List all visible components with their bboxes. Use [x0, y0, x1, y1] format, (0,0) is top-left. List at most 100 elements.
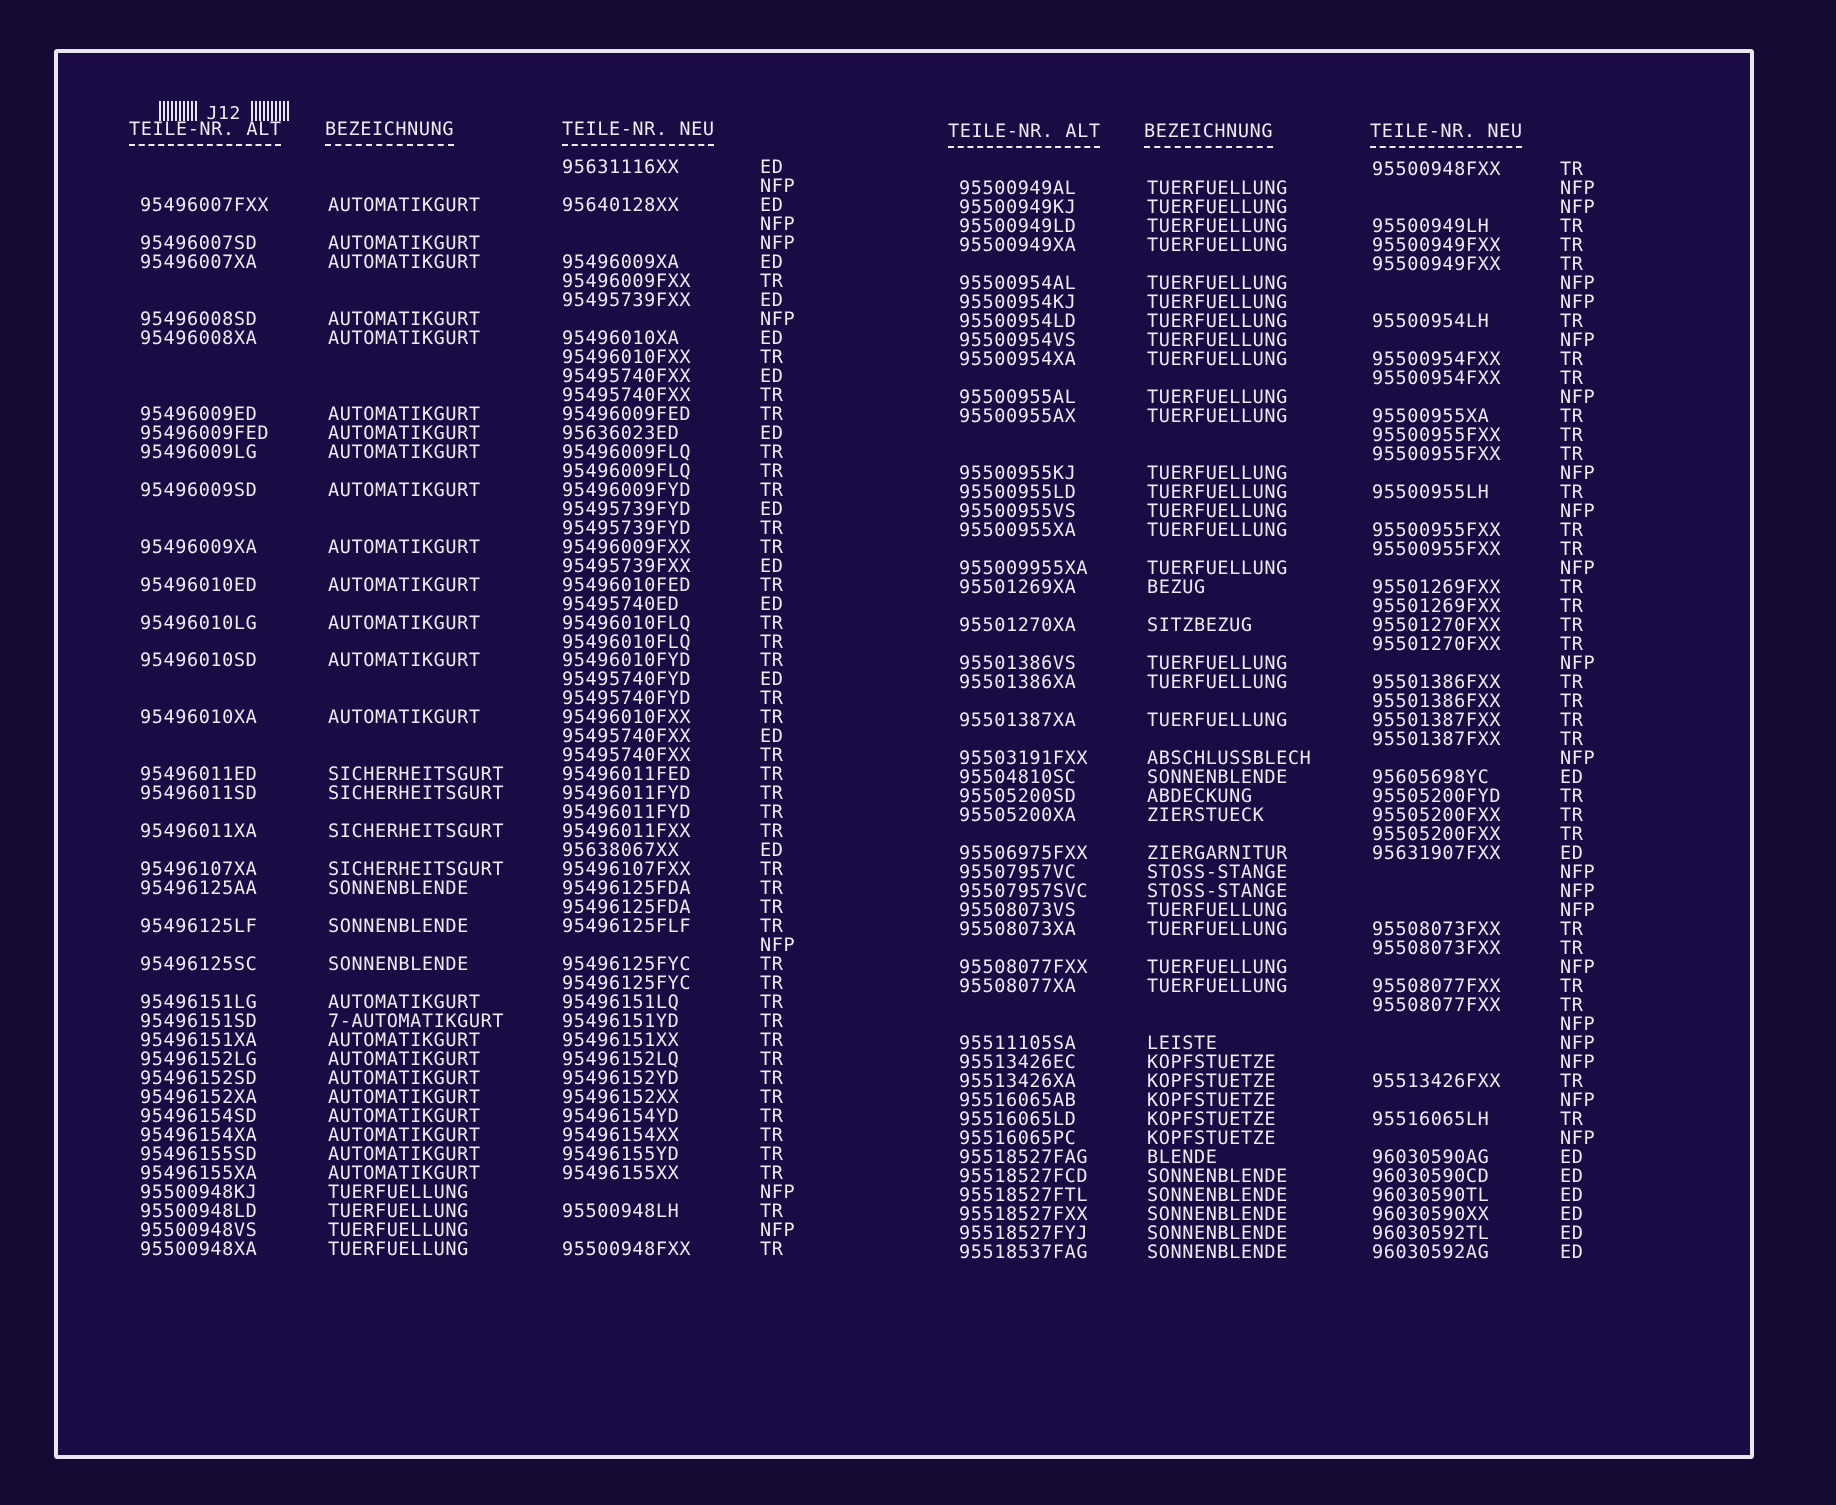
new-part-number: 95505200FYD [1372, 786, 1502, 807]
old-part-number: 95496009SD [140, 479, 258, 501]
status-code: TR [760, 1124, 784, 1146]
description: ABSCHLUSSBLECH [1147, 748, 1312, 769]
old-part-number: 95496154SD [140, 1106, 258, 1127]
page-label: J12 [206, 103, 241, 124]
status-code: TR [760, 916, 784, 938]
status-code: TR [760, 441, 784, 463]
old-part-number: 95500954XA [959, 349, 1077, 370]
status-code: ED [760, 593, 784, 615]
status-code: TR [760, 973, 784, 995]
status-code: ED [760, 289, 784, 311]
new-part-number: 95496011FED [562, 764, 692, 786]
description: AUTOMATIKGURT [328, 232, 481, 254]
old-part-number: 95500949XA [959, 235, 1077, 256]
status-code: TR [1560, 710, 1584, 731]
old-part-number: 95496007SD [140, 232, 258, 254]
new-part-number: 95496010XA [562, 327, 680, 349]
status-code: NFP [1560, 387, 1596, 408]
status-code: NFP [1560, 1128, 1596, 1149]
old-part-number: 95518527FAG [959, 1147, 1089, 1168]
status-code: TR [760, 688, 784, 710]
status-code: TR [1560, 425, 1584, 446]
status-code: TR [1560, 976, 1584, 997]
new-part-number: 95496125FYC [562, 973, 692, 995]
old-part-number: 95496011XA [140, 821, 258, 843]
status-code: TR [1560, 1071, 1584, 1092]
old-part-number: 95500948XA [140, 1238, 258, 1260]
status-code: NFP [1560, 1090, 1596, 1111]
old-part-number: 95504810SC [959, 767, 1077, 788]
status-code: TR [1560, 444, 1584, 465]
description: TUERFUELLUNG [1147, 349, 1288, 370]
new-part-number: 95513426FXX [1372, 1071, 1502, 1092]
new-part-number: 95496010FLQ [562, 631, 692, 653]
status-code: NFP [760, 213, 796, 235]
old-part-number: 95518527FYJ [959, 1223, 1089, 1244]
old-part-number: 95496154XA [140, 1124, 258, 1146]
description: KOPFSTUETZE [1147, 1052, 1277, 1073]
old-part-number: 95496010SD [140, 650, 258, 672]
new-part-number: 95496009FED [562, 403, 692, 425]
description: AUTOMATIKGURT [328, 327, 481, 349]
status-code: NFP [1560, 957, 1596, 978]
description: AUTOMATIKGURT [328, 308, 481, 330]
old-part-number: 95508073VS [959, 900, 1077, 921]
description: TUERFUELLUNG [1147, 653, 1288, 674]
new-part-number: 95505200FXX [1372, 805, 1502, 826]
old-part-number: 95496155SD [140, 1143, 258, 1165]
old-part-number: 95500955KJ [959, 463, 1077, 484]
microfiche-frame: J12 TEILE-NR. ALT BEZEICHNUNG TEILE-NR. … [54, 49, 1754, 1459]
new-part-number: 95495740FXX [562, 365, 692, 387]
description: KOPFSTUETZE [1147, 1128, 1277, 1149]
description: AUTOMATIKGURT [328, 992, 481, 1014]
new-part-number: 95495740FYD [562, 669, 692, 691]
old-part-number: 95507957VC [959, 862, 1077, 883]
new-part-number: 95496152XX [562, 1087, 680, 1109]
status-code: TR [760, 574, 784, 596]
old-part-number: 95500948LD [140, 1200, 258, 1222]
description: TUERFUELLUNG [1147, 558, 1288, 579]
status-code: ED [760, 498, 784, 520]
old-part-number: 95500949AL [959, 178, 1077, 199]
old-part-number: 955009955XA [959, 558, 1089, 579]
status-code: TR [1560, 805, 1584, 826]
description: AUTOMATIKGURT [328, 1087, 481, 1109]
old-part-number: 95496010LG [140, 612, 258, 634]
status-code: ED [760, 365, 784, 387]
status-code: TR [1560, 520, 1584, 541]
status-code: TR [760, 707, 784, 729]
old-part-number: 95516065LD [959, 1109, 1077, 1130]
new-part-number: 95496010FLQ [562, 612, 692, 634]
old-part-number: 95500955AL [959, 387, 1077, 408]
old-part-number: 95501387XA [959, 710, 1077, 731]
old-part-number: 95496152XA [140, 1087, 258, 1109]
new-part-number: 95496010FXX [562, 707, 692, 729]
description: AUTOMATIKGURT [328, 441, 481, 463]
description: KOPFSTUETZE [1147, 1090, 1277, 1111]
status-code: TR [760, 612, 784, 634]
old-part-number: 95496125LF [140, 916, 258, 938]
status-code: NFP [1560, 501, 1596, 522]
description: TUERFUELLUNG [1147, 235, 1288, 256]
old-part-number: 95496107XA [140, 859, 258, 881]
description: SONNENBLENDE [328, 954, 469, 976]
new-part-number: 95500954LH [1372, 311, 1490, 332]
description: AUTOMATIKGURT [328, 251, 481, 273]
status-code: NFP [760, 1219, 796, 1241]
description: TUERFUELLUNG [1147, 672, 1288, 693]
new-part-number: 95496009FXX [562, 536, 692, 558]
new-part-number: 95501386FXX [1372, 672, 1502, 693]
new-part-number: 95496009FLQ [562, 441, 692, 463]
status-code: TR [760, 1143, 784, 1165]
old-part-number: 95496151LG [140, 992, 258, 1014]
description: 7-AUTOMATIKGURT [328, 1011, 505, 1033]
status-code: TR [760, 992, 784, 1014]
description: AUTOMATIKGURT [328, 479, 481, 501]
old-part-number: 95506975FXX [959, 843, 1089, 864]
description: ZIERGARNITUR [1147, 843, 1288, 864]
status-code: NFP [760, 232, 796, 254]
description: AUTOMATIKGURT [328, 1124, 481, 1146]
status-code: TR [1560, 577, 1584, 598]
status-code: TR [1560, 824, 1584, 845]
description: SONNENBLENDE [328, 916, 469, 938]
